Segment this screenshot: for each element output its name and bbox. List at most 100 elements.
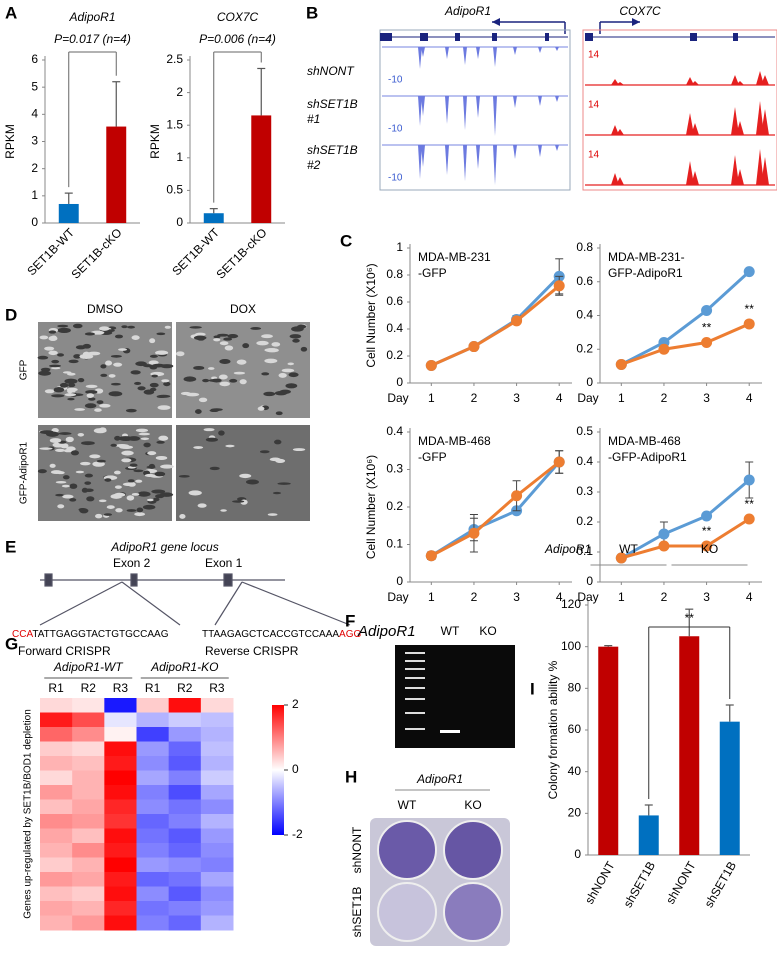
cell xyxy=(149,354,158,358)
y-tick-label: 0.6 xyxy=(576,274,593,288)
cell xyxy=(84,481,92,485)
cell xyxy=(137,386,146,391)
cell xyxy=(114,334,124,339)
cell xyxy=(135,479,143,483)
heatmap-cell xyxy=(168,843,202,858)
heatmap-cell xyxy=(72,828,105,844)
coverage-spike xyxy=(476,47,480,59)
heatmap-cell xyxy=(104,698,137,713)
gene-exon xyxy=(545,33,549,41)
cell xyxy=(135,428,149,433)
coverage-spike xyxy=(736,81,744,85)
cell xyxy=(92,461,105,467)
cell xyxy=(213,335,221,339)
column-label: R2 xyxy=(177,681,193,695)
coverage-spike xyxy=(611,125,619,135)
heatmap-cell xyxy=(104,901,137,916)
cell xyxy=(272,491,282,495)
cell xyxy=(213,338,221,342)
heatmap-cell xyxy=(168,828,202,844)
cell xyxy=(129,463,138,467)
row-label: shNONT xyxy=(350,826,364,873)
colorbar-tick-label: -2 xyxy=(292,827,303,841)
x-tick-label: 1 xyxy=(428,590,435,604)
cell xyxy=(59,382,69,388)
cell xyxy=(69,483,78,489)
y-tick-label: 40 xyxy=(568,764,582,778)
colony-well xyxy=(377,820,437,880)
series-line xyxy=(430,460,561,558)
locus-title: AdipoR1 gene locus xyxy=(110,540,218,554)
x-tick-label: 2 xyxy=(471,391,478,405)
cell xyxy=(203,428,215,432)
heatmap-cell xyxy=(104,756,137,771)
coverage-spike xyxy=(555,96,559,102)
cell xyxy=(151,374,159,378)
cell xyxy=(51,366,61,370)
heatmap-cell xyxy=(72,756,105,771)
point xyxy=(701,337,713,348)
track-panel xyxy=(582,29,777,191)
point xyxy=(511,315,523,327)
significance: ** xyxy=(745,497,755,511)
heatmap-cell xyxy=(104,741,137,757)
micrograph xyxy=(176,425,310,521)
cell xyxy=(57,353,64,357)
cell xyxy=(144,473,155,477)
cell xyxy=(257,406,265,411)
heatmap-cell xyxy=(200,828,234,844)
gene-exon xyxy=(380,33,392,41)
cell xyxy=(65,436,74,443)
coverage-spike xyxy=(421,145,425,167)
heatmap-cell xyxy=(200,770,234,786)
heatmap-cell xyxy=(104,712,137,728)
track-scale: 14 xyxy=(588,150,600,161)
gene-label: AdipoR1 xyxy=(357,623,416,640)
colony-well xyxy=(443,820,503,880)
cell xyxy=(225,444,235,448)
point xyxy=(743,513,755,525)
heatmap-cell xyxy=(72,814,105,829)
crispr-label: Forward CRISPR xyxy=(18,644,111,658)
track-panel xyxy=(379,29,571,191)
cell xyxy=(119,445,134,450)
cell xyxy=(163,381,171,387)
cell xyxy=(73,354,82,359)
chart-title: -GFP xyxy=(418,450,447,464)
heatmap-cell xyxy=(200,872,234,887)
heatmap-cell xyxy=(200,814,234,829)
cell xyxy=(218,430,225,436)
cell xyxy=(38,370,51,376)
cell xyxy=(160,464,174,469)
heatmap-cell xyxy=(200,741,234,757)
x-axis-label: Day xyxy=(577,391,598,405)
cell xyxy=(79,508,89,514)
sequence: CCATATTGAGGTACTGTGCCAAG xyxy=(12,629,169,640)
x-tick-label: 3 xyxy=(703,391,710,405)
y-tick-label: 120 xyxy=(561,597,581,611)
heatmap-cell xyxy=(72,785,105,800)
heatmap-cell xyxy=(200,886,234,902)
x-tick-label: 4 xyxy=(556,590,563,604)
cell xyxy=(106,505,115,509)
heatmap-cell xyxy=(200,901,234,916)
heatmap-cell xyxy=(136,915,170,931)
heatmap-cell xyxy=(40,799,73,815)
heatmap-cell xyxy=(72,886,105,902)
cell xyxy=(218,374,228,380)
point xyxy=(553,456,565,468)
panel-label: D xyxy=(5,305,17,324)
track-scale: 14 xyxy=(588,50,600,61)
cell xyxy=(269,457,281,462)
heatmap-cell xyxy=(136,727,170,742)
chart-title: AdipoR1 xyxy=(68,10,115,24)
series-line xyxy=(620,478,751,560)
cell xyxy=(175,351,185,357)
cell xyxy=(189,326,202,329)
cell xyxy=(127,479,135,483)
colorbar-tick-label: 2 xyxy=(292,697,299,711)
cell xyxy=(147,451,157,456)
cell xyxy=(80,461,91,466)
cell xyxy=(77,378,85,383)
y-tick-label: 0.4 xyxy=(576,454,593,468)
